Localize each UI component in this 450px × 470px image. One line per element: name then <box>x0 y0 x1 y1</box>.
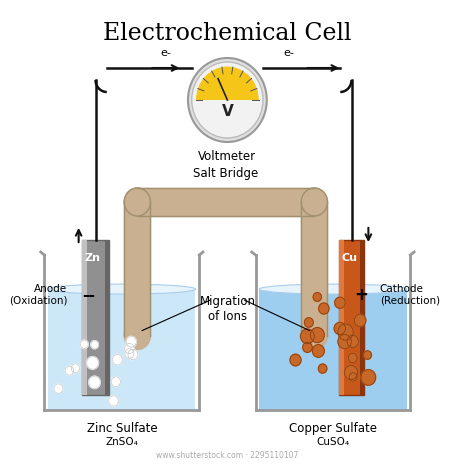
Circle shape <box>335 297 345 308</box>
Circle shape <box>87 357 99 369</box>
Text: e-: e- <box>284 48 295 58</box>
Text: Anode
(Oxidation): Anode (Oxidation) <box>9 284 68 306</box>
Circle shape <box>109 396 118 406</box>
Text: Cathode
(Reduction): Cathode (Reduction) <box>380 284 440 306</box>
Text: V: V <box>221 104 233 119</box>
Circle shape <box>301 321 328 350</box>
Bar <box>105 240 108 394</box>
Circle shape <box>349 373 357 381</box>
Circle shape <box>128 349 138 360</box>
Text: Electrochemical Cell: Electrochemical Cell <box>103 22 351 45</box>
Circle shape <box>192 62 263 138</box>
Bar <box>339 240 344 394</box>
Circle shape <box>124 321 150 350</box>
Circle shape <box>310 328 324 343</box>
Circle shape <box>303 342 312 352</box>
Circle shape <box>319 303 329 314</box>
Circle shape <box>111 377 121 387</box>
Circle shape <box>112 354 122 365</box>
Circle shape <box>348 353 357 363</box>
Circle shape <box>91 341 99 349</box>
Circle shape <box>126 337 136 347</box>
Text: CuSO₄: CuSO₄ <box>316 437 350 447</box>
Bar <box>259 289 406 410</box>
Circle shape <box>312 345 324 357</box>
Circle shape <box>354 314 366 327</box>
Circle shape <box>89 376 100 389</box>
Bar <box>360 240 364 394</box>
Circle shape <box>124 188 150 216</box>
Text: −: − <box>81 286 95 304</box>
Text: Copper Sulfate: Copper Sulfate <box>289 422 377 435</box>
Bar <box>82 240 108 394</box>
Text: Zn: Zn <box>85 253 101 263</box>
Circle shape <box>305 318 313 327</box>
Circle shape <box>338 324 353 340</box>
Circle shape <box>334 322 346 335</box>
Circle shape <box>361 369 376 385</box>
Ellipse shape <box>259 284 406 294</box>
Circle shape <box>71 364 80 373</box>
Text: ZnSO₄: ZnSO₄ <box>105 437 138 447</box>
Ellipse shape <box>48 284 195 294</box>
Circle shape <box>301 188 328 216</box>
Circle shape <box>125 344 134 353</box>
Bar <box>82 240 87 394</box>
Text: +: + <box>354 286 368 304</box>
Text: Migration
of Ions: Migration of Ions <box>199 295 256 323</box>
Circle shape <box>338 335 351 349</box>
Circle shape <box>313 292 321 301</box>
Circle shape <box>344 366 358 380</box>
Circle shape <box>347 335 358 347</box>
Text: Voltmeter: Voltmeter <box>198 150 256 163</box>
Circle shape <box>364 351 371 359</box>
Circle shape <box>301 329 314 344</box>
Circle shape <box>65 366 74 375</box>
Circle shape <box>318 364 327 373</box>
Circle shape <box>125 349 134 358</box>
Circle shape <box>54 384 63 393</box>
Bar <box>339 240 364 394</box>
Circle shape <box>81 340 88 348</box>
Text: e-: e- <box>160 48 171 58</box>
Circle shape <box>188 58 267 142</box>
Bar <box>48 289 195 410</box>
Circle shape <box>290 354 301 366</box>
Text: Salt Bridge: Salt Bridge <box>193 167 258 180</box>
Text: Cu: Cu <box>342 253 358 263</box>
Wedge shape <box>196 67 259 100</box>
Text: Zinc Sulfate: Zinc Sulfate <box>86 422 157 435</box>
Text: www.shutterstock.com · 2295110107: www.shutterstock.com · 2295110107 <box>156 451 298 460</box>
